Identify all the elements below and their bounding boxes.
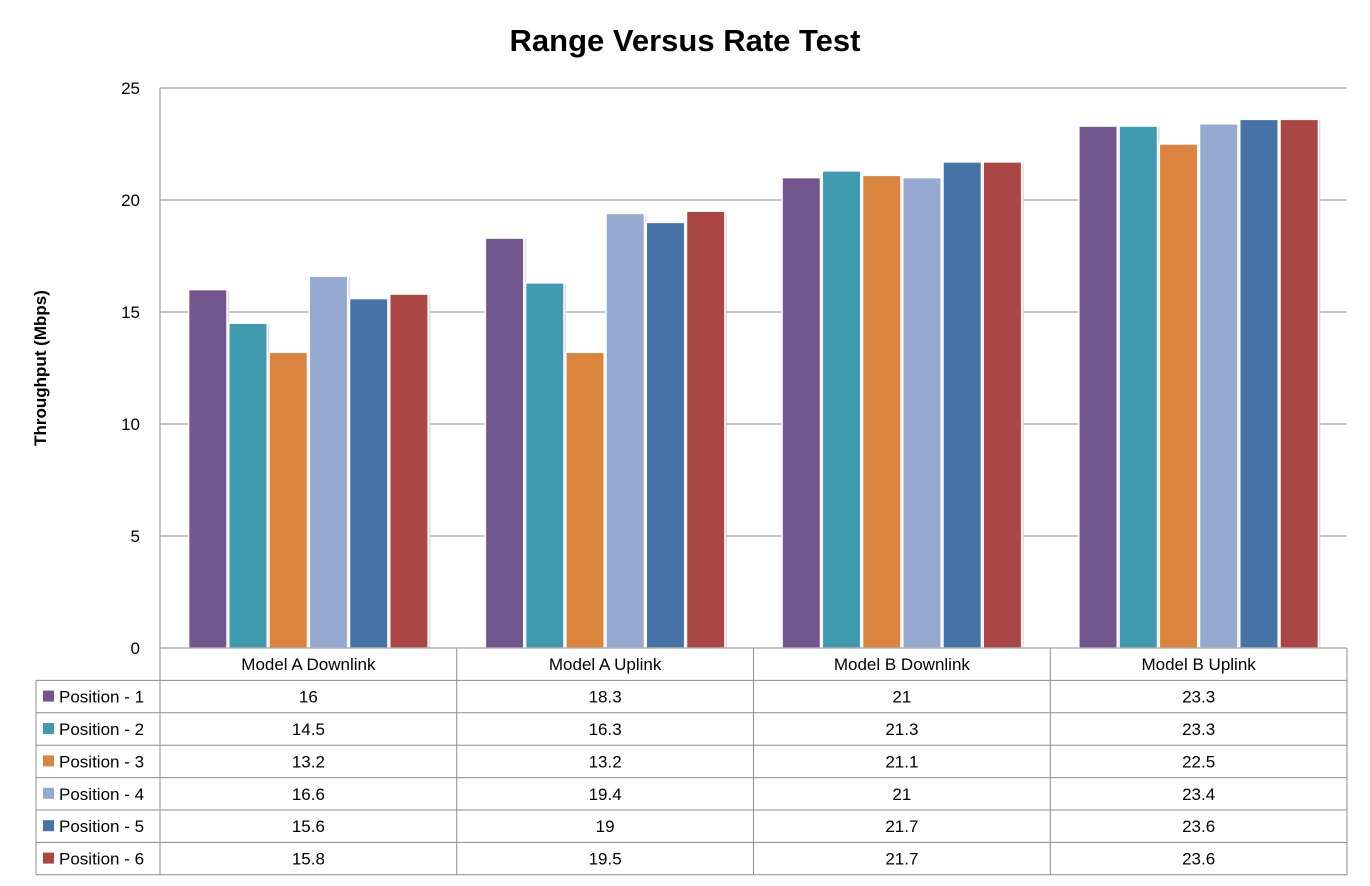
y-tick-label: 25 bbox=[121, 79, 140, 98]
data-table-value: 21.7 bbox=[885, 817, 918, 836]
legend-label: Position - 6 bbox=[59, 850, 144, 869]
data-table-value: 16.3 bbox=[589, 720, 622, 739]
legend-label: Position - 1 bbox=[59, 688, 144, 707]
data-table-value: 14.5 bbox=[292, 720, 325, 739]
data-table-value: 21.1 bbox=[885, 752, 918, 771]
y-tick-label: 0 bbox=[131, 639, 140, 658]
bar bbox=[942, 161, 983, 649]
legend-swatch bbox=[43, 787, 54, 799]
bar bbox=[308, 275, 349, 649]
data-table-value: 22.5 bbox=[1182, 752, 1215, 771]
x-category-label: Model A Uplink bbox=[549, 655, 662, 674]
x-category-label: Model A Downlink bbox=[241, 655, 376, 674]
data-table-value: 23.3 bbox=[1182, 688, 1215, 707]
legend-label: Position - 2 bbox=[59, 720, 144, 739]
data-table-value: 23.6 bbox=[1182, 850, 1215, 869]
y-tick-label: 15 bbox=[121, 303, 140, 322]
bar bbox=[1279, 118, 1320, 649]
legend-swatch bbox=[43, 690, 54, 702]
legend-swatch bbox=[43, 852, 54, 864]
data-table-value: 23.4 bbox=[1182, 785, 1215, 804]
y-axis-label: Throughput (Mbps) bbox=[31, 290, 50, 446]
data-table-value: 21.3 bbox=[885, 720, 918, 739]
data-table-value: 23.3 bbox=[1182, 720, 1215, 739]
chart-title: Range Versus Rate Test bbox=[510, 23, 861, 58]
data-table-value: 21.7 bbox=[885, 850, 918, 869]
bar bbox=[228, 322, 268, 649]
legend-swatch bbox=[43, 755, 54, 767]
bar bbox=[268, 351, 309, 649]
legend-swatch bbox=[43, 723, 54, 734]
bar bbox=[524, 282, 565, 649]
y-tick-labels: 0 5 10 15 20 25 bbox=[121, 79, 140, 658]
x-category-label: Model B Uplink bbox=[1141, 655, 1256, 674]
bar bbox=[781, 176, 822, 649]
data-table-value: 21 bbox=[892, 688, 911, 707]
bar bbox=[388, 293, 429, 649]
bar bbox=[861, 174, 902, 649]
bar bbox=[1198, 123, 1239, 649]
bar bbox=[982, 161, 1023, 649]
data-table-value: 19 bbox=[596, 817, 615, 836]
y-tick-label: 20 bbox=[121, 191, 140, 210]
bar bbox=[685, 210, 726, 649]
bar bbox=[565, 351, 605, 649]
data-table-value: 16.6 bbox=[292, 785, 325, 804]
data-table-value: 13.2 bbox=[589, 752, 622, 771]
bar bbox=[1158, 143, 1199, 649]
legend-label: Position - 3 bbox=[59, 752, 144, 771]
legend-swatch bbox=[43, 820, 54, 832]
bar bbox=[1239, 118, 1279, 649]
bar bbox=[605, 212, 646, 649]
data-table-value: 15.8 bbox=[292, 850, 325, 869]
data-table-value: 15.6 bbox=[292, 817, 325, 836]
data-table-value: 19.4 bbox=[589, 785, 622, 804]
bar bbox=[187, 288, 228, 649]
data-table-value: 18.3 bbox=[589, 688, 622, 707]
bars bbox=[187, 118, 1321, 649]
bar bbox=[645, 221, 686, 649]
data-table-value: 19.5 bbox=[589, 850, 622, 869]
data-table-value: 16 bbox=[299, 688, 318, 707]
y-tick-label: 5 bbox=[131, 527, 140, 546]
bar bbox=[484, 237, 525, 649]
x-category-label: Model B Downlink bbox=[834, 655, 971, 674]
legend-label: Position - 4 bbox=[59, 785, 144, 804]
legend-label: Position - 5 bbox=[59, 817, 144, 836]
data-table-value: 23.6 bbox=[1182, 817, 1215, 836]
bar bbox=[348, 297, 389, 649]
data-table-value: 21 bbox=[892, 785, 911, 804]
data-table: Model A Downlink Model A Uplink Model B Do… bbox=[35, 647, 1348, 876]
bar bbox=[821, 170, 862, 649]
data-table-value: 13.2 bbox=[292, 752, 325, 771]
bar bbox=[1078, 125, 1119, 649]
y-tick-label: 10 bbox=[121, 415, 140, 434]
bar bbox=[902, 176, 942, 649]
bar bbox=[1118, 125, 1159, 649]
